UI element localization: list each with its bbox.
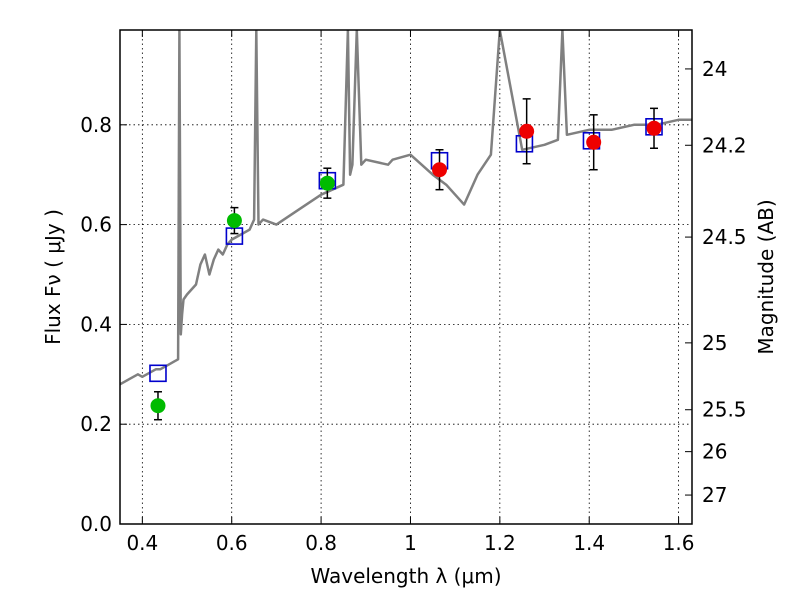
mag-tick-label: 24 <box>702 57 727 81</box>
x-tick-label: 1 <box>404 531 417 555</box>
axis-ticks: 0.4 0.6 0.8 1 1.2 1.4 1.6 0.0 0.2 0.4 0.6 0.8 24 24.2… <box>80 30 747 555</box>
observed-flux-point <box>646 120 662 136</box>
x-tick-label: 0.8 <box>305 531 337 555</box>
observed-flux-point <box>319 175 335 191</box>
mag-tick-label: 26 <box>702 440 727 464</box>
data-points-layer <box>149 98 663 421</box>
observed-flux-point <box>519 123 535 139</box>
observed-flux-point <box>150 398 166 414</box>
x-tick-label: 1.6 <box>663 531 695 555</box>
mag-tick-label: 25.5 <box>702 398 747 422</box>
y-tick-label: 0.2 <box>80 412 112 436</box>
model-spectrum-line <box>120 30 692 386</box>
mag-tick-label: 25 <box>702 331 727 355</box>
mag-tick-label: 27 <box>702 483 727 507</box>
observed-flux-point <box>432 162 448 178</box>
y-axis-label: Flux Fν ( μJy ) <box>41 209 65 345</box>
model-spectrum-layer <box>120 30 692 386</box>
x-tick-label: 0.4 <box>126 531 158 555</box>
mag-tick-label: 24.5 <box>702 225 747 249</box>
x-axis-label: Wavelength λ (μm) <box>310 564 501 588</box>
x-tick-label: 1.4 <box>573 531 605 555</box>
x-tick-label: 1.2 <box>484 531 516 555</box>
y-tick-label: 0.6 <box>80 213 112 237</box>
grid-lines <box>120 30 692 525</box>
mag-tick-label: 24.2 <box>702 133 747 157</box>
y-tick-label: 0.4 <box>80 312 112 336</box>
y-right-axis-label: Magnitude (AB) <box>754 199 778 354</box>
y-tick-label: 0.0 <box>80 512 112 536</box>
observed-flux-point <box>586 134 602 150</box>
x-tick-label: 0.6 <box>216 531 248 555</box>
model-photometry-square <box>149 364 167 383</box>
y-tick-label: 0.8 <box>80 113 112 137</box>
plot-frame <box>119 29 693 525</box>
observed-flux-point <box>226 213 242 229</box>
